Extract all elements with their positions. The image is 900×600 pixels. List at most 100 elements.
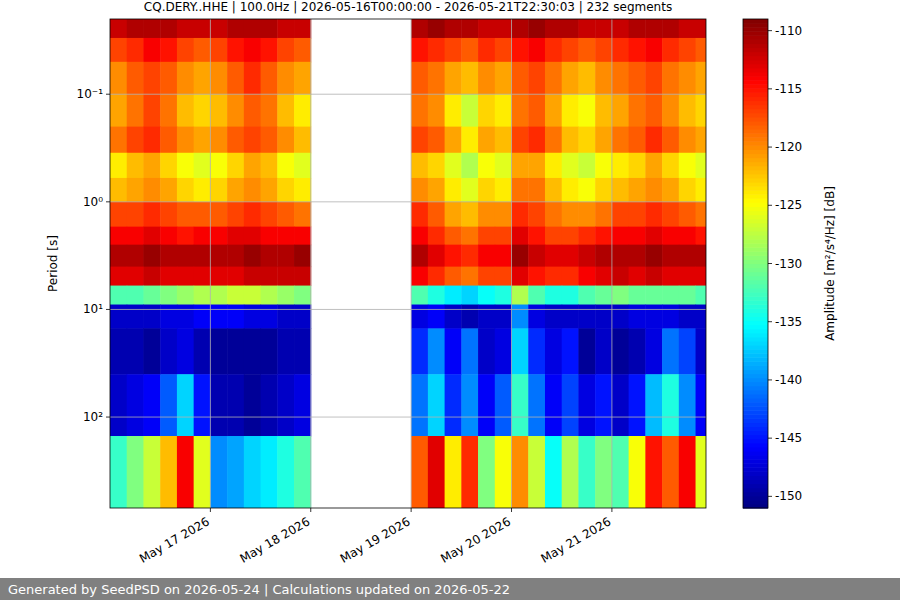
- colorbar-swatch: [743, 500, 768, 505]
- cell: [143, 328, 160, 374]
- cell: [495, 153, 512, 179]
- grid-line: [310, 19, 311, 508]
- colorbar-swatch: [743, 296, 768, 301]
- cell: [595, 227, 612, 246]
- cell: [595, 153, 612, 179]
- cell: [645, 127, 662, 154]
- cell: [478, 436, 495, 508]
- cell: [277, 328, 294, 374]
- grid-line: [110, 417, 706, 418]
- cell: [428, 62, 445, 95]
- cell: [110, 245, 127, 267]
- cell: [612, 127, 629, 154]
- cell: [411, 267, 428, 286]
- colorbar-swatch: [743, 369, 768, 374]
- grid-line: [511, 19, 512, 508]
- cell: [512, 267, 529, 286]
- tick-label: May 17 2026: [137, 514, 212, 565]
- colorbar-swatch: [743, 211, 768, 216]
- cell: [645, 436, 662, 508]
- cell: [244, 38, 261, 62]
- cell: [495, 267, 512, 286]
- cell: [194, 374, 211, 436]
- tick: [411, 508, 412, 512]
- cell: [428, 227, 445, 246]
- colorbar-swatch: [743, 280, 768, 285]
- cell: [194, 328, 211, 374]
- cell: [495, 127, 512, 154]
- cell: [512, 94, 529, 127]
- cell: [545, 178, 562, 202]
- cell: [411, 153, 428, 179]
- cell: [562, 178, 579, 202]
- cell: [578, 374, 595, 436]
- cell: [495, 328, 512, 374]
- cell: [110, 436, 127, 508]
- cell: [679, 227, 696, 246]
- cell: [645, 202, 662, 227]
- cell: [662, 305, 679, 329]
- cell: [445, 245, 462, 267]
- cell: [528, 202, 545, 227]
- cell: [528, 62, 545, 95]
- colorbar-tick: [768, 205, 772, 206]
- colorbar-swatch: [743, 259, 768, 264]
- cell: [612, 245, 629, 267]
- grid-line: [411, 19, 412, 508]
- cell: [244, 436, 261, 508]
- cell: [227, 94, 244, 127]
- colorbar-swatch: [743, 96, 768, 101]
- colorbar-swatch: [743, 459, 768, 464]
- cell: [545, 286, 562, 305]
- cell: [562, 374, 579, 436]
- cell: [160, 153, 177, 179]
- grid-line: [110, 94, 706, 95]
- cell: [495, 202, 512, 227]
- cell: [645, 328, 662, 374]
- colorbar-tick-label: -135: [775, 315, 802, 329]
- cell: [512, 62, 529, 95]
- colorbar-swatch: [743, 174, 768, 179]
- cell: [478, 267, 495, 286]
- cell: [595, 178, 612, 202]
- cell: [495, 178, 512, 202]
- cell: [244, 245, 261, 267]
- colorbar-swatch: [743, 365, 768, 370]
- cell: [612, 328, 629, 374]
- cell: [512, 178, 529, 202]
- cell: [512, 127, 529, 154]
- grid-line: [110, 201, 706, 202]
- cell: [562, 328, 579, 374]
- cell: [177, 202, 194, 227]
- cell: [244, 94, 261, 127]
- cell: [562, 286, 579, 305]
- colorbar-swatch: [743, 190, 768, 195]
- cell: [645, 62, 662, 95]
- tick-label: May 20 2026: [438, 514, 513, 565]
- cell: [478, 305, 495, 329]
- cell: [160, 62, 177, 95]
- cell: [679, 178, 696, 202]
- cell: [562, 94, 579, 127]
- cell: [261, 19, 278, 38]
- cell: [528, 127, 545, 154]
- cell: [294, 19, 311, 38]
- colorbar-tick: [768, 263, 772, 264]
- colorbar-swatch: [743, 394, 768, 399]
- cell: [629, 153, 646, 179]
- colorbar-swatch: [743, 427, 768, 432]
- cell: [545, 245, 562, 267]
- cell: [428, 153, 445, 179]
- cell: [127, 38, 144, 62]
- cell: [662, 178, 679, 202]
- cell: [662, 62, 679, 95]
- cell: [143, 286, 160, 305]
- cell: [562, 436, 579, 508]
- cell: [227, 245, 244, 267]
- cell: [445, 202, 462, 227]
- colorbar-swatch: [743, 198, 768, 203]
- colorbar-swatch: [743, 19, 768, 24]
- colorbar-swatch: [743, 109, 768, 114]
- cell: [662, 127, 679, 154]
- cell: [595, 202, 612, 227]
